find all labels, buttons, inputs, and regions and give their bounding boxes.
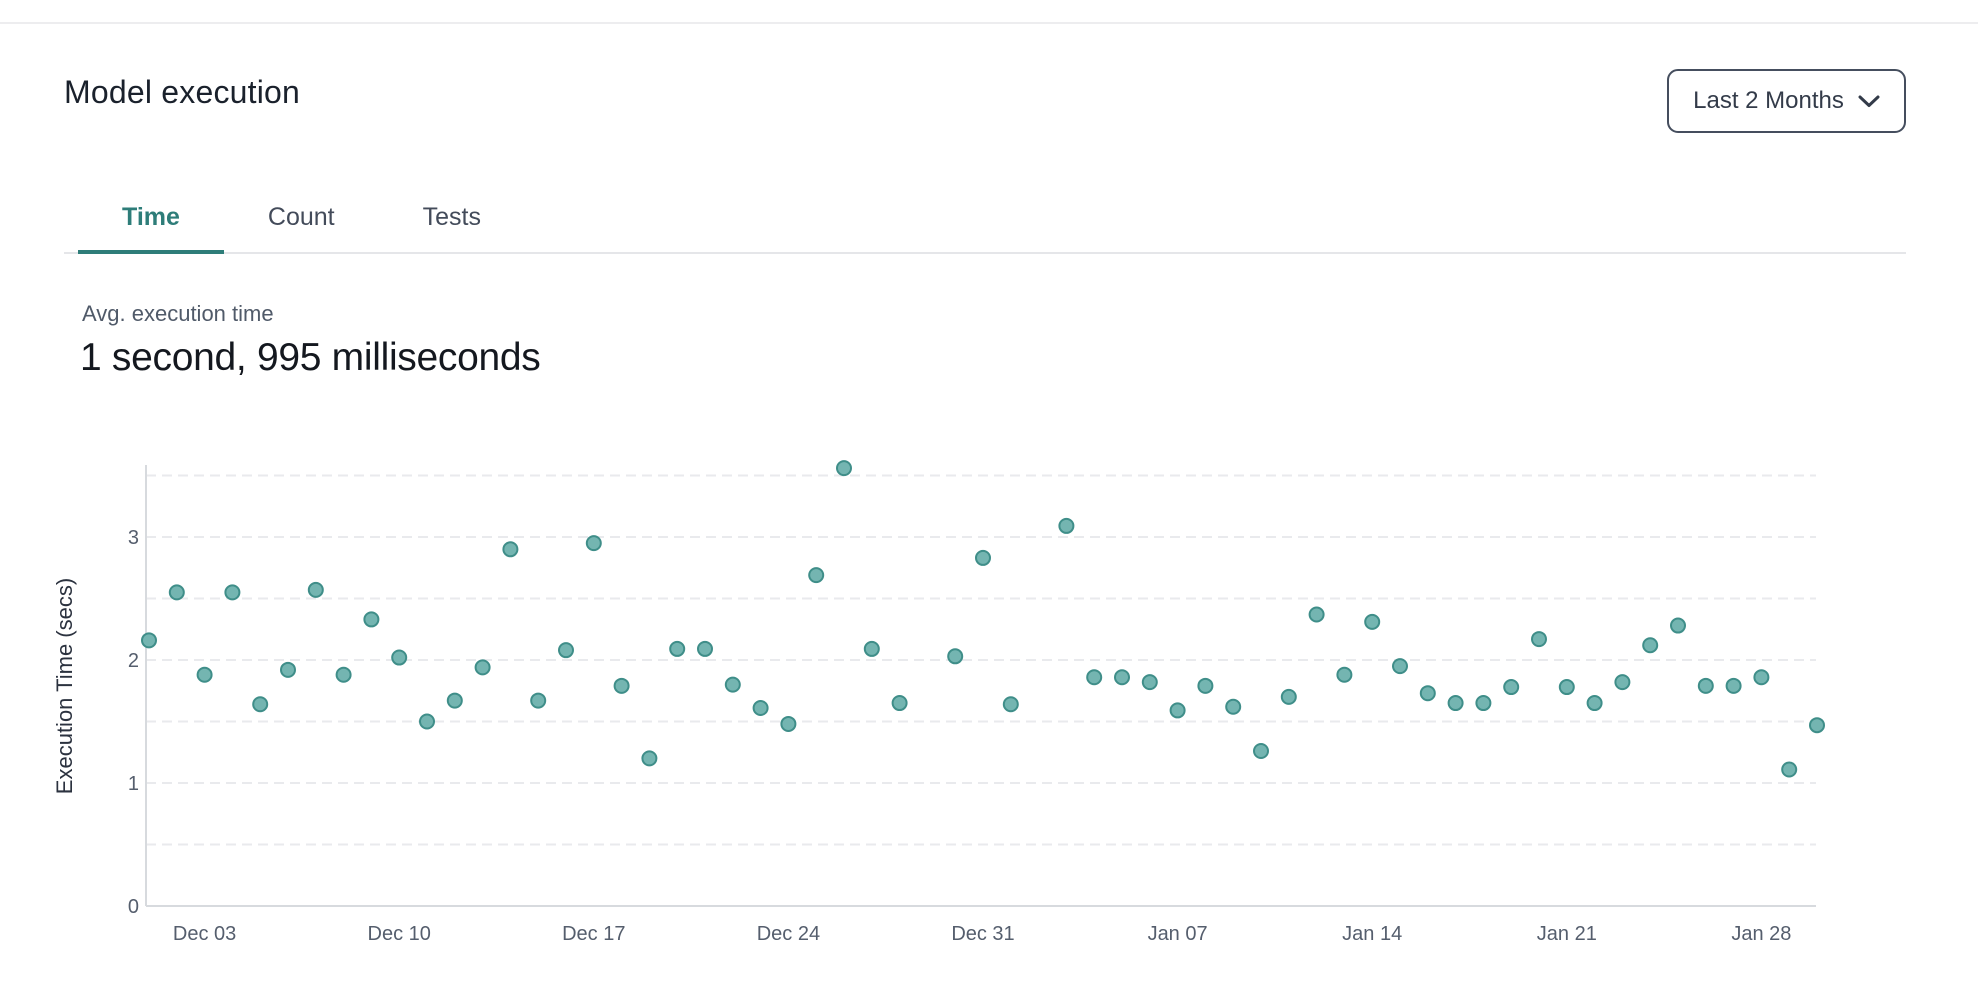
data-point[interactable]	[1002, 696, 1019, 713]
y-tick-label: 1	[128, 773, 139, 795]
scatter-chart: 0 1 2 3 Dec 03 Dec 10 Dec 17 Dec 24 Dec 31 Jan 07…	[52, 460, 1825, 945]
data-point[interactable]	[502, 541, 519, 558]
data-point[interactable]	[1725, 677, 1742, 694]
data-point[interactable]	[474, 659, 491, 676]
y-tick-label: 3	[128, 527, 139, 549]
data-point[interactable]	[1253, 743, 1269, 760]
data-point[interactable]	[419, 713, 435, 730]
tab-count-label: Count	[267, 203, 335, 231]
data-point[interactable]	[1392, 658, 1408, 675]
data-point[interactable]	[613, 677, 630, 694]
data-point[interactable]	[1475, 695, 1492, 712]
x-tick-label: Dec 10	[368, 923, 431, 945]
data-point[interactable]	[1531, 631, 1547, 648]
data-point[interactable]	[1419, 685, 1436, 702]
data-point[interactable]	[1141, 674, 1158, 691]
x-tick-label: Jan 14	[1342, 923, 1402, 945]
data-point[interactable]	[1503, 679, 1520, 696]
stat-value: 1 second, 995 milliseconds	[80, 336, 541, 379]
data-point[interactable]	[808, 567, 825, 584]
data-point[interactable]	[391, 649, 408, 666]
data-point[interactable]	[363, 611, 380, 628]
x-tick-label: Jan 28	[1731, 923, 1791, 945]
data-point[interactable]	[1364, 613, 1381, 630]
y-tick-label: 2	[128, 650, 139, 672]
data-point[interactable]	[1058, 517, 1075, 534]
tab-tests-label: Tests	[422, 203, 481, 231]
data-point[interactable]	[558, 642, 574, 659]
x-tick-label: Dec 31	[951, 923, 1014, 945]
data-point[interactable]	[975, 549, 991, 566]
data-point[interactable]	[1336, 666, 1353, 683]
x-tick-label: Dec 17	[562, 923, 625, 945]
data-point[interactable]	[1809, 717, 1825, 734]
data-point[interactable]	[697, 640, 713, 657]
tab-time-label: Time	[122, 203, 180, 231]
data-point[interactable]	[1586, 695, 1603, 712]
data-point[interactable]	[1558, 679, 1575, 696]
x-tick-label: Jan 21	[1537, 923, 1597, 945]
data-point[interactable]	[1308, 606, 1325, 623]
data-point[interactable]	[891, 695, 908, 712]
data-point[interactable]	[780, 715, 797, 732]
data-point[interactable]	[669, 640, 686, 657]
date-range-dropdown[interactable]: Last 2 Months	[1667, 69, 1906, 133]
data-point[interactable]	[724, 676, 741, 693]
data-point[interactable]	[1086, 669, 1103, 686]
data-point[interactable]	[863, 640, 880, 657]
tab-count[interactable]: Count	[224, 194, 379, 254]
data-point[interactable]	[530, 692, 547, 709]
data-point[interactable]	[1280, 688, 1297, 705]
data-point[interactable]	[1225, 698, 1242, 715]
page-top-divider	[0, 22, 1978, 24]
data-point[interactable]	[1781, 761, 1798, 778]
data-point[interactable]	[752, 699, 769, 716]
data-point[interactable]	[335, 666, 352, 683]
data-point[interactable]	[1697, 677, 1714, 694]
data-point[interactable]	[641, 750, 658, 767]
data-point[interactable]	[1642, 637, 1659, 654]
data-point[interactable]	[947, 648, 964, 665]
date-range-label: Last 2 Months	[1693, 87, 1844, 114]
chevron-down-icon	[1858, 95, 1880, 107]
data-point[interactable]	[585, 535, 602, 552]
tab-tests[interactable]: Tests	[379, 194, 525, 254]
data-point[interactable]	[446, 692, 463, 709]
y-axis-label: Execution Time (secs)	[52, 578, 77, 794]
x-tick-label: Dec 24	[757, 923, 820, 945]
data-point[interactable]	[1197, 677, 1214, 694]
data-point[interactable]	[836, 460, 852, 477]
stat-label: Avg. execution time	[82, 301, 274, 326]
data-point[interactable]	[141, 632, 157, 649]
tabs: Time Count Tests	[64, 194, 1906, 254]
tab-time[interactable]: Time	[78, 194, 224, 254]
x-tick-label: Dec 03	[173, 923, 236, 945]
data-point[interactable]	[196, 666, 213, 683]
data-point[interactable]	[1169, 702, 1186, 719]
data-point[interactable]	[1447, 695, 1464, 712]
y-tick-label: 0	[128, 896, 139, 918]
data-point[interactable]	[1614, 674, 1631, 691]
data-point[interactable]	[168, 584, 185, 601]
data-point[interactable]	[252, 696, 269, 713]
data-point[interactable]	[307, 581, 324, 598]
x-tick-label: Jan 07	[1148, 923, 1208, 945]
data-point[interactable]	[1114, 669, 1130, 686]
page-title: Model execution	[64, 74, 301, 110]
data-point[interactable]	[1753, 669, 1770, 686]
data-point[interactable]	[1670, 617, 1686, 634]
data-point[interactable]	[224, 584, 241, 601]
data-point[interactable]	[280, 661, 296, 678]
